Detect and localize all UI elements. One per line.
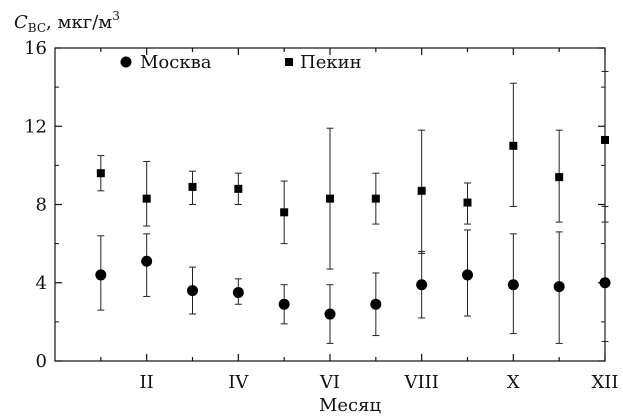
y-axis-ticks: 0 4 8 12 16 xyxy=(24,38,605,372)
axis-titles: CBC, мкг/м3 Месяц xyxy=(14,9,381,416)
data-point-square xyxy=(463,198,472,207)
data-point-square xyxy=(188,182,197,191)
x-axis-title: Месяц xyxy=(319,395,382,416)
x-tick-label: IV xyxy=(228,372,249,393)
x-axis-ticks: II IV VI VIII X XII xyxy=(100,48,619,393)
data-point-square xyxy=(417,186,426,195)
y-axis-title: CBC, мкг/м3 xyxy=(14,9,120,35)
data-point-circle xyxy=(232,287,244,299)
x-tick-label: VI xyxy=(319,372,340,393)
data-point-square xyxy=(371,194,380,203)
data-point-square xyxy=(96,169,105,178)
data-point-square xyxy=(234,184,243,193)
y-tick-label: 12 xyxy=(24,116,47,137)
legend-marker-square xyxy=(285,58,293,66)
data-point-circle xyxy=(141,255,153,267)
legend-marker-circle xyxy=(120,56,132,68)
data-point-circle xyxy=(95,269,107,281)
data-point-square xyxy=(280,208,289,217)
y-tick-label: 0 xyxy=(36,351,47,372)
y-tick-label: 16 xyxy=(24,38,47,59)
data-point-square xyxy=(601,135,609,144)
data-point-square xyxy=(555,173,564,182)
data-point-circle xyxy=(370,298,382,310)
legend-label-moscow: Москва xyxy=(140,52,212,73)
x-tick-label: X xyxy=(507,372,520,393)
data-point-circle xyxy=(324,308,336,320)
legend-label-beijing: Пекин xyxy=(300,52,362,73)
data-point-square xyxy=(509,141,518,150)
data-point-circle xyxy=(462,269,473,281)
data-point-circle xyxy=(507,279,519,291)
error-bars xyxy=(97,70,609,344)
data-point-square xyxy=(326,194,334,203)
x-tick-label: II xyxy=(140,372,154,393)
data-point-circle xyxy=(599,277,611,289)
data-point-circle xyxy=(278,298,290,310)
legend: Москва Пекин xyxy=(120,52,362,73)
x-tick-label: VIII xyxy=(403,372,438,393)
x-tick-label: XII xyxy=(591,372,618,393)
data-point-circle xyxy=(187,285,198,297)
data-point-circle xyxy=(416,279,428,291)
y-tick-label: 4 xyxy=(36,273,47,294)
data-markers xyxy=(95,135,611,320)
data-point-circle xyxy=(553,281,565,293)
y-tick-label: 8 xyxy=(36,195,47,216)
data-point-square xyxy=(142,194,151,203)
